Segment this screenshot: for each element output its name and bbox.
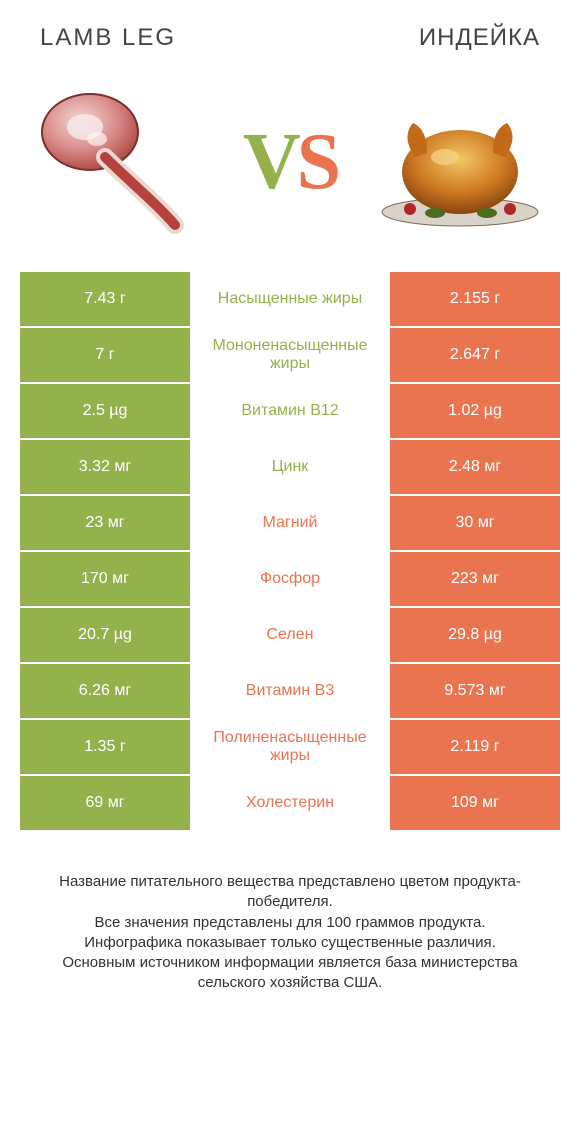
table-row: 3.32 мгЦинк2.48 мг xyxy=(20,440,560,496)
vs-s: S xyxy=(297,118,338,206)
footer-line: Основным источником информации является … xyxy=(44,953,536,994)
nutrient-label: Селен xyxy=(190,608,390,662)
nutrient-label: Витамин B3 xyxy=(190,664,390,718)
table-row: 7.43 гНасыщенные жиры2.155 г xyxy=(20,272,560,328)
value-left: 69 мг xyxy=(20,776,190,830)
value-left: 6.26 мг xyxy=(20,664,190,718)
value-right: 2.119 г xyxy=(390,720,560,774)
vs-v: V xyxy=(243,118,297,206)
value-right: 1.02 µg xyxy=(390,384,560,438)
nutrient-label: Мононенасыщенные жиры xyxy=(190,328,390,382)
table-row: 7 гМононенасыщенные жиры2.647 г xyxy=(20,328,560,384)
footer-line: Название питательного вещества представл… xyxy=(44,872,536,913)
value-right: 2.155 г xyxy=(390,272,560,326)
nutrient-label: Витамин B12 xyxy=(190,384,390,438)
hero-row: VS xyxy=(20,62,560,262)
product-left-title: LAMB LEG xyxy=(40,24,176,52)
value-left: 23 мг xyxy=(20,496,190,550)
nutrient-label: Цинк xyxy=(190,440,390,494)
footer-notes: Название питательного вещества представл… xyxy=(44,872,536,994)
value-right: 109 мг xyxy=(390,776,560,830)
value-right: 2.48 мг xyxy=(390,440,560,494)
value-right: 223 мг xyxy=(390,552,560,606)
value-left: 1.35 г xyxy=(20,720,190,774)
table-row: 23 мгМагний30 мг xyxy=(20,496,560,552)
product-right-title: ИНДЕЙКА xyxy=(419,24,540,52)
value-right: 30 мг xyxy=(390,496,560,550)
nutrient-label: Магний xyxy=(190,496,390,550)
table-row: 2.5 µgВитамин B121.02 µg xyxy=(20,384,560,440)
value-left: 20.7 µg xyxy=(20,608,190,662)
footer-line: Все значения представлены для 100 граммо… xyxy=(44,913,536,933)
vs-label: VS xyxy=(243,117,337,208)
turkey-image xyxy=(370,82,550,242)
value-right: 2.647 г xyxy=(390,328,560,382)
value-right: 9.573 мг xyxy=(390,664,560,718)
value-left: 7.43 г xyxy=(20,272,190,326)
table-row: 170 мгФосфор223 мг xyxy=(20,552,560,608)
value-left: 2.5 µg xyxy=(20,384,190,438)
footer-line: Инфографика показывает только существенн… xyxy=(44,933,536,953)
value-left: 3.32 мг xyxy=(20,440,190,494)
table-row: 69 мгХолестерин109 мг xyxy=(20,776,560,832)
value-left: 170 мг xyxy=(20,552,190,606)
nutrient-label: Насыщенные жиры xyxy=(190,272,390,326)
table-row: 1.35 гПолиненасыщенные жиры2.119 г xyxy=(20,720,560,776)
table-row: 6.26 мгВитамин B39.573 мг xyxy=(20,664,560,720)
nutrient-label: Холестерин xyxy=(190,776,390,830)
nutrient-label: Полиненасыщенные жиры xyxy=(190,720,390,774)
lamb-leg-image xyxy=(30,82,210,242)
table-row: 20.7 µgСелен29.8 µg xyxy=(20,608,560,664)
comparison-table: 7.43 гНасыщенные жиры2.155 г7 гМононенас… xyxy=(20,272,560,832)
nutrient-label: Фосфор xyxy=(190,552,390,606)
value-right: 29.8 µg xyxy=(390,608,560,662)
value-left: 7 г xyxy=(20,328,190,382)
